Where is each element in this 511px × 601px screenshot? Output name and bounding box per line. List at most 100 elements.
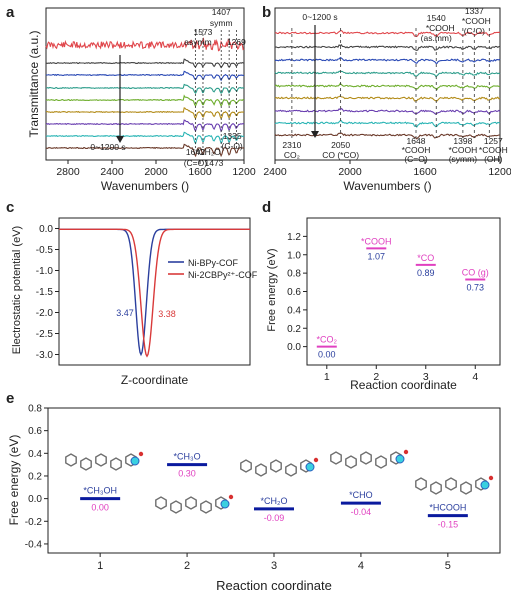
panel-label-d: d <box>262 199 271 216</box>
y-tick-label-e: -0.2 <box>25 517 43 528</box>
x-axis-label-a: Wavenumbers () <box>101 179 189 193</box>
spectrum-line-a <box>45 58 245 69</box>
spectrum-line-a <box>45 94 245 107</box>
molecule-ring <box>430 481 442 495</box>
y-tick-label-c: -2.0 <box>36 308 54 319</box>
value-label-e: 0.30 <box>178 469 196 479</box>
state-label-e: *CHO <box>349 490 373 500</box>
time-arrow-head-a <box>116 136 124 143</box>
legend-label-c: Ni-BPy-COF <box>188 258 238 268</box>
metal-center <box>130 456 140 466</box>
annot-b: (C=O) <box>404 154 428 164</box>
molecule-ring <box>185 496 197 510</box>
annot-b: 1337 <box>465 6 484 16</box>
legend-label-c: Ni-2CBPy²⁺-COF <box>188 270 258 280</box>
plot-frame-a <box>45 7 245 161</box>
annot-a: 1642 <box>186 147 205 157</box>
y-tick-label-d: 0.2 <box>287 324 301 335</box>
molecule-ring <box>255 463 267 477</box>
x-axis-label-d: Reaction coordinate <box>350 378 457 392</box>
annot-a: (C-O) <box>222 141 243 151</box>
annot-b: (OH) <box>484 154 503 164</box>
spectrum-line-a <box>45 119 245 133</box>
value-label-d: 0.89 <box>417 268 435 278</box>
x-tick-label-e: 3 <box>271 560 277 572</box>
annot-a: 1335 <box>223 131 242 141</box>
x-tick-label-a: 1600 <box>188 166 212 178</box>
annot-b: (symm) <box>449 154 477 164</box>
spectrum-line-a <box>45 37 245 52</box>
annot-b: *COOH <box>462 16 491 26</box>
time-arrow-head-b <box>311 131 319 138</box>
molecule-ring <box>460 481 472 495</box>
y-tick-label-c: -3.0 <box>36 350 54 361</box>
value-label-e: -0.04 <box>351 507 372 517</box>
molecule-ring <box>445 477 457 491</box>
spectrum-line-b <box>274 120 501 128</box>
y-tick-label-c: 0.0 <box>39 224 53 235</box>
panel-label-a: a <box>6 4 15 21</box>
y-tick-label-d: 0.0 <box>287 342 301 353</box>
molecule-ring <box>170 500 182 514</box>
value-label-e: -0.09 <box>264 513 285 523</box>
molecule-structure-icon <box>65 451 144 471</box>
annot-b: *COOH <box>426 23 455 33</box>
y-tick-label-e: 0.2 <box>28 471 42 482</box>
spectrum-line-a <box>45 143 245 158</box>
oxygen-atom <box>313 457 319 463</box>
annot-a: 1269 <box>227 37 246 47</box>
state-label-e: *CH₃OH <box>83 486 117 496</box>
molecule-structure-icon <box>155 494 234 514</box>
y-tick-label-d: 1.0 <box>287 250 301 261</box>
molecule-ring <box>240 459 252 473</box>
y-tick-label-e: 0.8 <box>28 404 42 415</box>
annot-a: 1573 <box>194 27 213 37</box>
x-tick-label-b: 1600 <box>413 166 437 178</box>
annot-b: *COOH <box>448 145 477 155</box>
molecule-ring <box>95 453 107 467</box>
value-label-d: 0.73 <box>466 283 484 293</box>
panel-label-e: e <box>6 390 14 407</box>
y-tick-label-d: 0.6 <box>287 287 301 298</box>
annot-b: 0~1200 s <box>302 12 337 22</box>
plot-frame-b <box>274 7 501 161</box>
state-label-e: *CH₂O <box>261 496 288 506</box>
x-tick-label-d: 3 <box>423 371 429 383</box>
annot-b: (as.mm) <box>421 33 452 43</box>
panel-label-c: c <box>6 199 14 216</box>
spectrum-line-b <box>274 82 501 91</box>
spectrum-line-b <box>274 56 501 65</box>
state-label-e: *HCOOH <box>429 503 466 513</box>
molecule-ring <box>65 453 77 467</box>
molecule-ring <box>360 451 372 465</box>
annot-a: *CH₂O <box>195 147 221 157</box>
y-tick-label-c: -0.5 <box>36 245 54 256</box>
y-axis-label-d: Free energy (eV) <box>266 248 278 331</box>
x-tick-label-b: 2000 <box>338 166 362 178</box>
annot-b: (C-O) <box>464 26 485 36</box>
molecule-ring <box>80 457 92 471</box>
y-axis-label-c: Electrostatic potential (eV) <box>11 226 23 354</box>
molecule-ring <box>415 477 427 491</box>
y-axis-label-a: Transmittance (a.u.) <box>27 31 41 138</box>
molecule-ring <box>330 451 342 465</box>
molecule-ring <box>155 496 167 510</box>
state-label-d: *COOH <box>361 236 392 246</box>
annot-a: 1407 <box>212 7 231 17</box>
spectrum-line-b <box>274 44 501 51</box>
x-axis-label-e: Reaction coordinate <box>216 578 332 593</box>
molecule-ring <box>345 455 357 469</box>
x-tick-label-e: 4 <box>358 560 364 572</box>
annot-b: *COOH <box>479 145 508 155</box>
state-label-d: *CO₂ <box>317 335 338 345</box>
x-tick-label-a: 2000 <box>144 166 168 178</box>
spectrum-line-a <box>46 83 245 94</box>
state-label-d: CO (g) <box>462 268 489 278</box>
annot-c: 3.47 <box>116 308 134 318</box>
annot-b: CO₂ <box>284 150 300 160</box>
y-tick-label-d: 0.8 <box>287 269 301 280</box>
x-tick-label-e: 1 <box>97 560 103 572</box>
panel-label-b: b <box>262 4 271 21</box>
x-tick-label-e: 2 <box>184 560 190 572</box>
